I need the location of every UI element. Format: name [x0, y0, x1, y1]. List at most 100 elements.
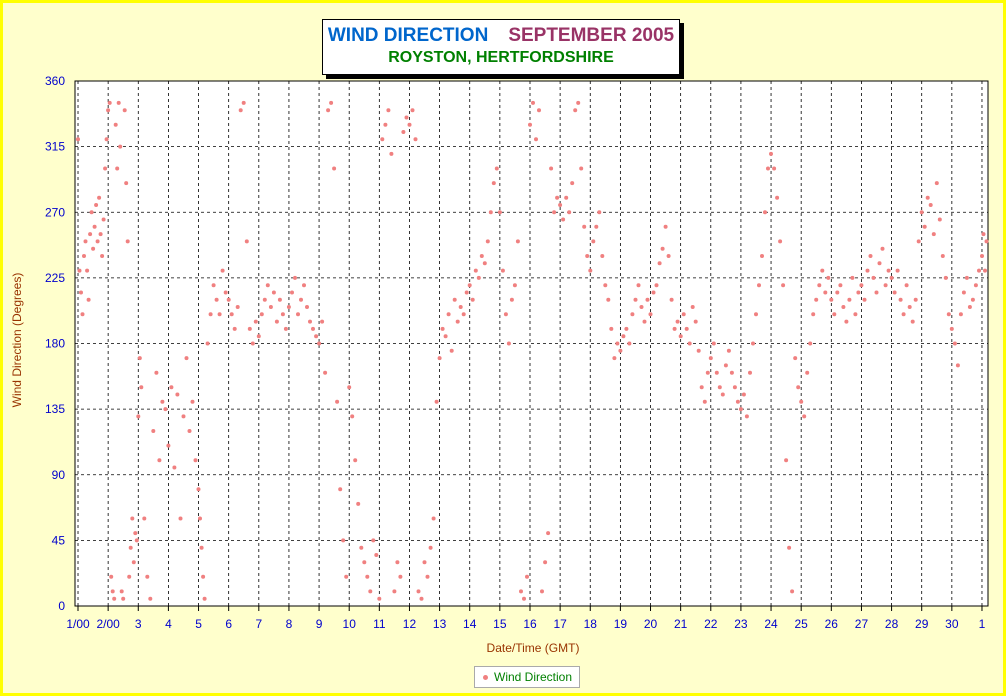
data-point	[491, 181, 496, 186]
data-point	[437, 356, 442, 361]
data-point	[585, 254, 590, 258]
x-tick-label: 6	[225, 617, 232, 631]
data-point	[202, 596, 207, 601]
chart-title: WIND DIRECTION SEPTEMBER 2005	[323, 25, 679, 47]
data-point	[503, 312, 508, 317]
data-point	[259, 312, 264, 317]
data-point	[139, 385, 144, 390]
data-point	[283, 326, 288, 331]
data-point	[645, 297, 650, 302]
data-point	[615, 341, 620, 346]
x-tick-label: 19	[614, 617, 628, 631]
data-point	[760, 254, 764, 258]
x-tick-label: 2/00	[96, 617, 120, 631]
data-point	[564, 195, 569, 200]
x-tick-label: 18	[584, 617, 598, 631]
data-point	[118, 144, 123, 149]
data-point	[101, 217, 106, 222]
data-point	[537, 108, 541, 113]
data-point	[910, 319, 915, 324]
data-point	[383, 122, 388, 127]
data-point	[534, 137, 538, 142]
data-point	[395, 560, 400, 565]
data-point	[86, 297, 91, 302]
y-tick-label: 315	[45, 140, 65, 154]
data-point	[91, 246, 96, 251]
data-point	[946, 312, 951, 317]
data-point	[95, 239, 100, 244]
data-point	[784, 458, 789, 463]
data-point	[142, 516, 147, 521]
y-tick-label: 45	[52, 533, 66, 547]
data-point	[748, 370, 752, 375]
data-point	[262, 297, 267, 302]
data-point	[154, 370, 159, 375]
data-point	[561, 217, 566, 222]
data-point	[916, 239, 921, 244]
data-point	[314, 334, 319, 339]
data-point	[591, 239, 596, 244]
data-point	[110, 589, 115, 594]
data-point	[326, 108, 331, 113]
data-point	[690, 305, 695, 309]
data-point	[440, 326, 445, 331]
data-point	[735, 399, 740, 404]
data-point	[308, 319, 312, 324]
data-point	[754, 312, 758, 317]
data-point	[485, 239, 490, 244]
data-point	[416, 589, 421, 594]
data-point	[895, 268, 900, 273]
data-point	[494, 166, 499, 171]
x-tick-label: 27	[855, 617, 869, 631]
data-point	[796, 385, 801, 390]
data-point	[865, 268, 870, 273]
data-point	[621, 334, 626, 339]
data-point	[488, 210, 493, 215]
data-point	[401, 130, 406, 134]
data-point	[398, 574, 403, 579]
data-point	[350, 414, 355, 419]
data-point	[479, 254, 484, 258]
data-point	[208, 312, 213, 317]
data-point	[211, 283, 216, 288]
data-point	[633, 297, 638, 302]
x-tick-label: 22	[704, 617, 718, 631]
data-point	[220, 268, 225, 273]
data-point	[380, 137, 385, 142]
data-point	[817, 283, 822, 288]
data-point	[907, 305, 912, 309]
data-point	[823, 290, 828, 295]
data-point	[862, 297, 867, 302]
data-point	[268, 305, 273, 309]
data-point	[446, 312, 451, 317]
data-point	[663, 224, 668, 229]
data-point	[131, 560, 136, 565]
data-point	[136, 414, 141, 419]
x-tick-label: 11	[373, 617, 386, 631]
data-point	[729, 370, 734, 375]
data-point	[838, 283, 843, 288]
data-point	[522, 596, 526, 601]
data-point	[344, 574, 349, 579]
title-wind-direction: WIND DIRECTION	[327, 25, 489, 46]
plot-border	[74, 80, 989, 607]
data-point	[573, 108, 578, 113]
data-point	[814, 297, 819, 302]
data-point	[121, 596, 126, 601]
data-point	[961, 290, 966, 295]
data-point	[238, 108, 243, 113]
data-point	[82, 254, 86, 258]
data-point	[296, 312, 300, 317]
data-point	[531, 100, 535, 105]
data-point	[461, 312, 466, 317]
x-tick-label: 21	[674, 617, 688, 631]
data-point	[443, 334, 448, 339]
data-point	[137, 356, 142, 361]
x-tick-label: 10	[343, 617, 357, 631]
data-point	[940, 254, 945, 258]
data-point	[130, 516, 135, 521]
chart-subtitle: ROYSTON, HERTFORDSHIRE	[388, 49, 614, 66]
data-point	[889, 275, 894, 280]
data-point	[672, 326, 677, 331]
data-point	[744, 414, 749, 419]
